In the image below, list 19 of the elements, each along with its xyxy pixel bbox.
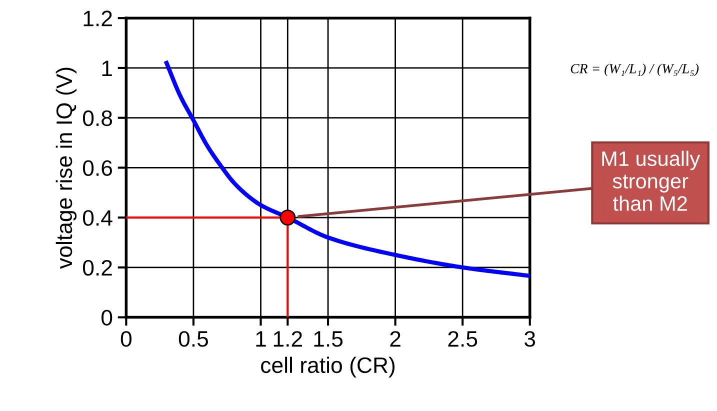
x-tick-label: 2 (390, 331, 400, 347)
y-tick-label: 1 (102, 60, 112, 76)
y-tick-label: 0.6 (82, 160, 112, 176)
text: M1 usually stronger than M2 (602, 150, 700, 211)
text: CR = (W₁/L₁) / (W₅/L₅) (570, 64, 699, 76)
y-axis-title: voltage rise in IQ (V) (56, 68, 77, 269)
x-tick-label: 0.5 (178, 331, 208, 347)
x-tick-label: 1.2 (274, 331, 302, 347)
y-tick-label: 1.2 (84, 10, 112, 26)
x-tick-label: 3 (524, 331, 536, 347)
y-tick-label: 0.4 (82, 210, 112, 226)
x-tick-label: 0 (120, 331, 132, 347)
y-tick-label: 0 (102, 310, 112, 326)
x-tick-label: 1.5 (314, 331, 343, 347)
y-tick-label: 0.8 (82, 110, 112, 126)
x-tick-label: 1 (256, 331, 266, 347)
y-tick-label: 0.2 (82, 260, 112, 276)
x-tick-label: 2.5 (448, 331, 478, 347)
x-axis-title: cell ratio (CR) (261, 356, 395, 378)
